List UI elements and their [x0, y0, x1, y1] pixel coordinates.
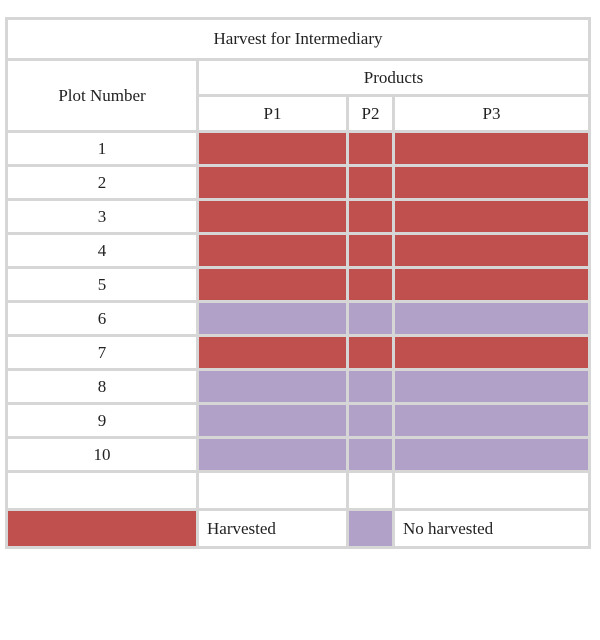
harvest-table: Harvest for Intermediary Plot Number Pro…: [4, 17, 592, 549]
legend-harvested-label: Harvested: [196, 508, 349, 549]
table-row: 9: [5, 402, 592, 439]
p1-status-cell: [196, 368, 349, 405]
p3-status-cell: [391, 130, 592, 167]
p1-status-cell: [196, 266, 349, 303]
p1-status-cell: [196, 300, 349, 337]
plot-number-cell: 8: [5, 368, 199, 405]
table-row: 10: [5, 436, 592, 473]
p2-status-cell: [346, 266, 395, 303]
empty-cell: [196, 470, 349, 511]
table-row: 8: [5, 368, 592, 405]
p3-status-cell: [391, 198, 592, 235]
p3-status-cell: [391, 368, 592, 405]
p2-status-cell: [346, 436, 395, 473]
table-row: 5: [5, 266, 592, 303]
plot-number-cell: 7: [5, 334, 199, 371]
table-row: 4: [5, 232, 592, 269]
empty-cell: [5, 470, 199, 511]
plot-number-cell: 3: [5, 198, 199, 235]
p2-header: P2: [346, 94, 395, 133]
legend-not-harvested-label: No harvested: [391, 508, 592, 549]
p2-status-cell: [346, 164, 395, 201]
p2-status-cell: [346, 368, 395, 405]
empty-cell: [391, 470, 592, 511]
products-header: Products: [195, 58, 592, 97]
plot-number-cell: 1: [5, 130, 199, 167]
p3-status-cell: [391, 266, 592, 303]
p3-status-cell: [391, 300, 592, 337]
p1-status-cell: [196, 130, 349, 167]
p3-header: P3: [391, 94, 592, 133]
table-title: Harvest for Intermediary: [4, 17, 592, 61]
p3-status-cell: [391, 232, 592, 269]
plot-number-cell: 10: [5, 436, 199, 473]
plot-number-cell: 9: [5, 402, 199, 439]
p1-status-cell: [196, 164, 349, 201]
table-row: 3: [5, 198, 592, 235]
p3-status-cell: [391, 164, 592, 201]
p2-status-cell: [346, 300, 395, 337]
p1-status-cell: [196, 334, 349, 371]
p3-status-cell: [391, 436, 592, 473]
p1-header: P1: [196, 94, 349, 133]
legend-not-harvested-swatch: [346, 508, 395, 549]
plot-number-header: Plot Number: [5, 58, 199, 133]
table-row: 6: [5, 300, 592, 337]
table-row: 2: [5, 164, 592, 201]
plot-number-cell: 4: [5, 232, 199, 269]
p1-status-cell: [196, 436, 349, 473]
table-row: 7: [5, 334, 592, 371]
empty-cell: [346, 470, 395, 511]
p2-status-cell: [346, 232, 395, 269]
p2-status-cell: [346, 334, 395, 371]
plot-number-cell: 6: [5, 300, 199, 337]
plot-number-cell: 2: [5, 164, 199, 201]
p2-status-cell: [346, 198, 395, 235]
p1-status-cell: [196, 232, 349, 269]
p2-status-cell: [346, 130, 395, 167]
p3-status-cell: [391, 334, 592, 371]
p3-status-cell: [391, 402, 592, 439]
plot-number-cell: 5: [5, 266, 199, 303]
table-row: 1: [5, 130, 592, 167]
legend-harvested-swatch: [5, 508, 199, 549]
p2-status-cell: [346, 402, 395, 439]
p1-status-cell: [196, 402, 349, 439]
p1-status-cell: [196, 198, 349, 235]
